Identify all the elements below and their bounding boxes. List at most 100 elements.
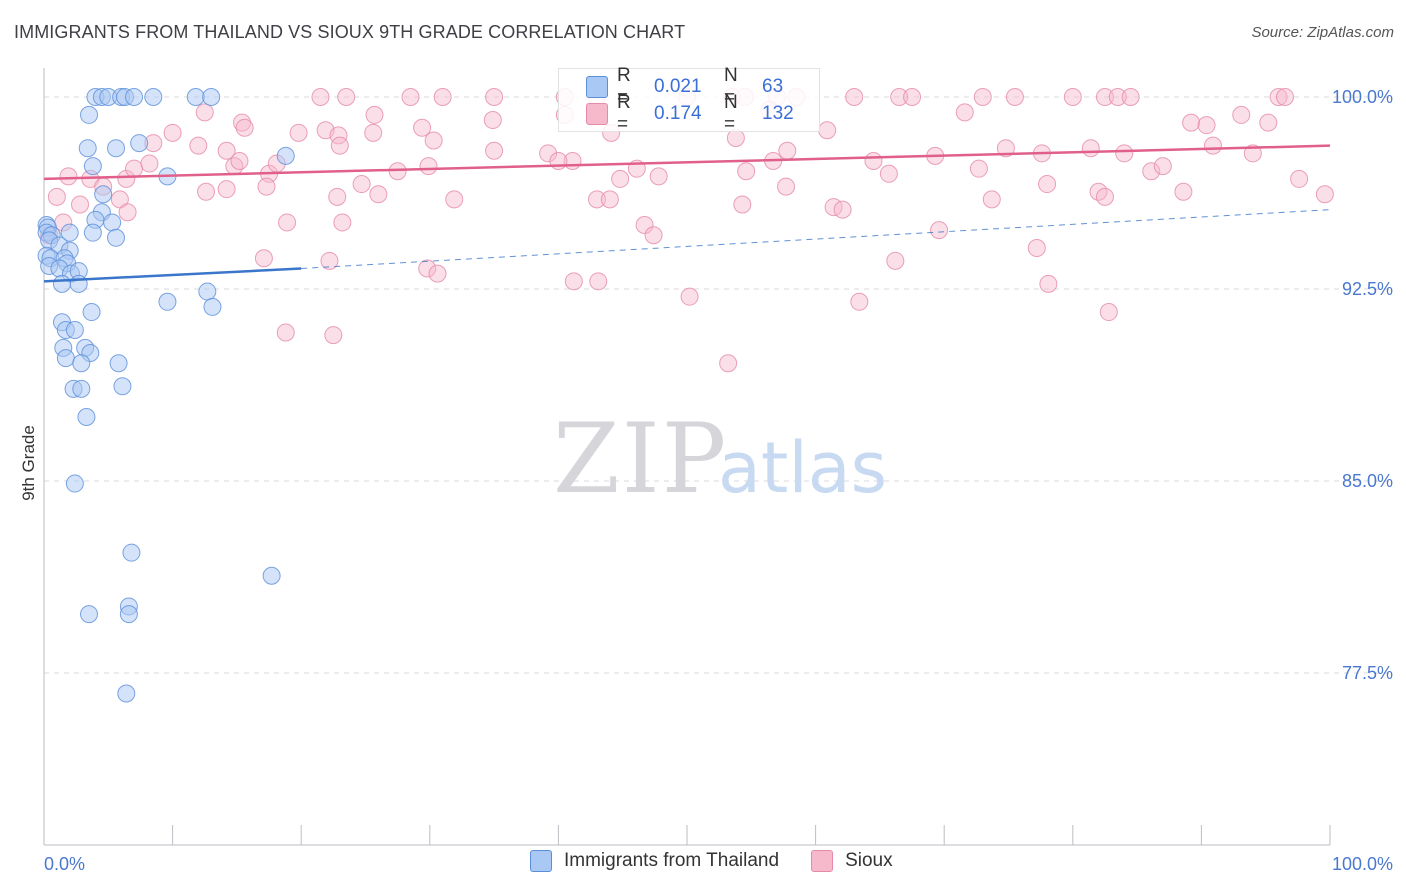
sioux-point: [539, 144, 558, 163]
sioux-points: [40, 88, 1334, 373]
thailand-point: [117, 684, 136, 703]
gridlines: [44, 96, 1392, 674]
sioux-point: [1243, 144, 1262, 163]
sioux-point: [818, 121, 837, 140]
thailand-point: [69, 274, 88, 293]
sioux-point: [257, 177, 276, 196]
source-label: Source: ZipAtlas.com: [1251, 24, 1394, 41]
sioux-point: [680, 287, 699, 306]
thailand-point: [109, 354, 128, 373]
thailand-n-label: N =: [724, 64, 738, 108]
sioux-point: [879, 164, 898, 183]
sioux-point: [230, 152, 249, 170]
sioux-point: [903, 88, 922, 106]
sioux-point: [485, 141, 504, 160]
sioux-point: [388, 162, 407, 181]
thailand-point: [198, 282, 217, 301]
sioux-point: [324, 326, 343, 345]
sioux-point: [1269, 88, 1288, 106]
sioux-point: [195, 103, 214, 122]
sioux-point: [833, 200, 852, 219]
thailand-point: [203, 297, 222, 316]
sioux-point: [197, 182, 216, 201]
legend: Immigrants from Thailand Sioux: [530, 850, 925, 872]
thailand-point: [83, 157, 102, 176]
y-tick-label: 77.5%: [1342, 663, 1393, 683]
sioux-point: [125, 159, 144, 178]
sioux-point: [413, 118, 432, 137]
sioux-point: [352, 175, 371, 194]
sioux-point: [930, 221, 949, 240]
sioux-point: [278, 213, 297, 232]
sioux-point: [163, 123, 182, 142]
watermark-zip: ZIP: [553, 403, 728, 515]
sioux-point: [1005, 88, 1024, 106]
sioux-point: [217, 180, 236, 199]
sioux-point: [428, 264, 447, 283]
sioux-point: [217, 141, 236, 160]
y-axis-label: 9th Grade: [19, 425, 38, 501]
thailand-point: [82, 303, 101, 322]
sioux-point: [1153, 157, 1172, 176]
sioux-point: [600, 190, 619, 209]
sioux-point: [233, 113, 252, 132]
thailand-point: [80, 605, 99, 624]
sioux-swatch: [586, 102, 608, 125]
sioux-point: [733, 195, 752, 214]
y-tick-label: 92.5%: [1342, 279, 1393, 299]
legend-label-sioux: Sioux: [845, 850, 893, 871]
sioux-point: [364, 123, 383, 142]
chart-title: IMMIGRANTS FROM THAILAND VS SIOUX 9TH GR…: [14, 22, 686, 42]
sioux-point: [433, 88, 452, 106]
legend-label-thailand: Immigrants from Thailand: [564, 850, 780, 871]
tick-labels: 100.0% 92.5% 85.0% 77.5% 0.0% 100.0%: [44, 87, 1393, 874]
sioux-point: [419, 157, 438, 176]
sioux-point: [330, 136, 349, 155]
y-tick-label: 85.0%: [1342, 471, 1393, 491]
sioux-point: [311, 88, 330, 106]
sioux-point: [996, 139, 1015, 158]
thailand-trend-line: [43, 267, 302, 283]
x-tick-label: 0.0%: [44, 854, 85, 874]
y-tick-label: 100.0%: [1332, 87, 1393, 107]
sioux-point: [47, 187, 66, 206]
sioux-point: [333, 213, 352, 232]
sioux-point: [1038, 175, 1057, 194]
x-tick-label: 100.0%: [1332, 854, 1393, 874]
sioux-point: [1121, 88, 1140, 106]
thailand-point: [94, 185, 113, 204]
thailand-point: [72, 379, 91, 398]
sioux-point: [1197, 116, 1216, 135]
sioux-point: [644, 226, 663, 245]
sioux-n-label: N =: [724, 91, 738, 135]
sioux-trend-line: [43, 144, 1331, 181]
sioux-point: [117, 169, 136, 188]
sioux-point: [424, 131, 443, 150]
sioux-point: [276, 323, 295, 342]
sioux-point: [118, 203, 137, 222]
legend-item-sioux[interactable]: Sioux: [811, 850, 893, 872]
sioux-point: [289, 123, 308, 142]
sioux-point: [1142, 162, 1161, 181]
sioux-point: [850, 292, 869, 311]
thailand-n-value: 63: [762, 75, 784, 97]
sioux-point: [719, 354, 738, 373]
thailand-point: [113, 377, 132, 396]
thailand-point: [103, 213, 122, 232]
thailand-point: [107, 228, 126, 247]
thailand-point: [83, 223, 102, 242]
axes: [43, 68, 1331, 846]
sioux-point: [1108, 88, 1127, 106]
sioux-point: [320, 251, 339, 270]
sioux-point: [328, 187, 347, 206]
sioux-point: [587, 190, 606, 209]
legend-item-thailand[interactable]: Immigrants from Thailand: [530, 850, 779, 872]
sioux-point: [589, 272, 608, 291]
thailand-point: [60, 223, 79, 242]
trend-lines: [43, 144, 1331, 283]
sioux-point: [418, 259, 437, 278]
sioux-point: [1095, 187, 1114, 206]
sioux-point: [369, 185, 388, 204]
thailand-point: [144, 88, 163, 106]
sioux-point: [1275, 88, 1294, 106]
